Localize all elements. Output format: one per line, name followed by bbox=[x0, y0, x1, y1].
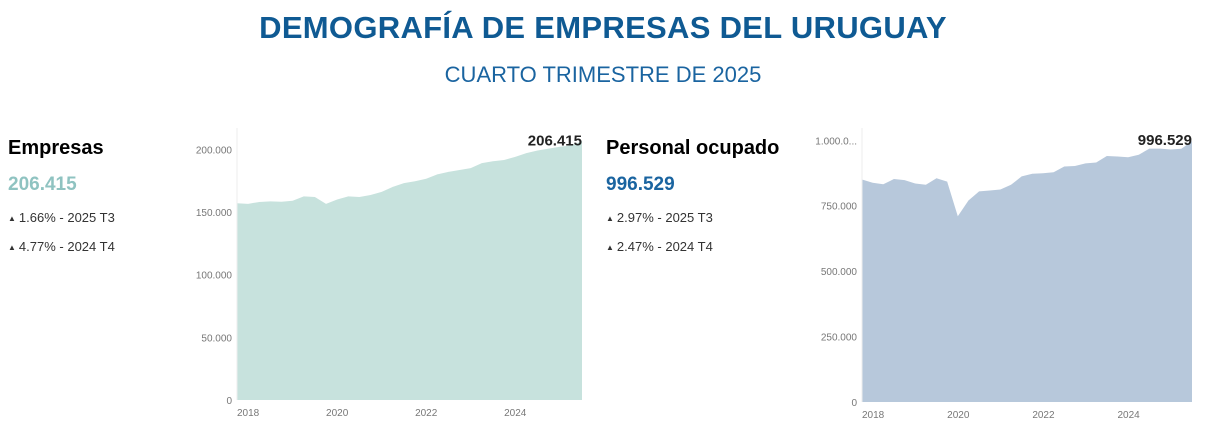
up-triangle-icon: ▲ bbox=[606, 214, 614, 223]
x-tick-label: 2020 bbox=[326, 408, 349, 419]
y-tick-label: 750.000 bbox=[821, 202, 858, 213]
y-tick-label: 0 bbox=[851, 398, 857, 409]
kpi-change-text: 4.77% - 2024 T4 bbox=[18, 239, 115, 254]
y-tick-label: 150.000 bbox=[196, 208, 233, 219]
page-subtitle: CUARTO TRIMESTRE DE 2025 bbox=[444, 62, 762, 87]
x-tick-label: 2018 bbox=[237, 408, 260, 419]
end-value-label: 996.529 bbox=[1138, 132, 1192, 149]
kpi-change-quarter: ▲ 1.66% - 2025 T3 bbox=[8, 210, 115, 225]
y-tick-label: 100.000 bbox=[196, 271, 233, 282]
kpi-value: 996.529 bbox=[606, 174, 675, 195]
kpi-change-year: ▲ 4.77% - 2024 T4 bbox=[8, 239, 115, 254]
end-value-label: 206.415 bbox=[528, 132, 582, 149]
x-tick-label: 2024 bbox=[1117, 410, 1140, 421]
area-series bbox=[237, 141, 582, 401]
y-tick-label: 50.000 bbox=[201, 333, 232, 344]
x-tick-label: 2018 bbox=[862, 410, 885, 421]
y-tick-label: 500.000 bbox=[821, 267, 858, 278]
x-tick-label: 2022 bbox=[1032, 410, 1055, 421]
kpi-change-text: 2.47% - 2024 T4 bbox=[616, 239, 713, 254]
x-tick-label: 2020 bbox=[947, 410, 970, 421]
area-series bbox=[862, 141, 1192, 403]
y-tick-label: 250.000 bbox=[821, 333, 858, 344]
up-triangle-icon: ▲ bbox=[606, 243, 614, 252]
kpi-label: Empresas bbox=[8, 137, 104, 159]
y-tick-label: 0 bbox=[226, 396, 232, 407]
up-triangle-icon: ▲ bbox=[8, 214, 16, 223]
x-tick-label: 2022 bbox=[415, 408, 438, 419]
area-chart-1: 0 250.000 500.000 750.000 1.000.0... 2018 2020… bbox=[815, 128, 1193, 421]
up-triangle-icon: ▲ bbox=[8, 243, 16, 252]
kpi-value: 206.415 bbox=[8, 174, 77, 195]
area-chart-0: 0 50.000 100.000 150.000 200.000 2018 2020 2022… bbox=[196, 128, 583, 419]
kpi-personal-ocupado: Personal ocupado 996.529 ▲ 2.97% - 2025 T… bbox=[606, 137, 779, 254]
page-title: DEMOGRAFÍA DE EMPRESAS DEL URUGUAY bbox=[259, 10, 947, 45]
kpi-empresas: Empresas 206.415 ▲ 1.66% - 2025 T3 ▲ 4.77%… bbox=[8, 137, 115, 254]
kpi-change-quarter: ▲ 2.97% - 2025 T3 bbox=[606, 210, 779, 225]
kpi-change-text: 1.66% - 2025 T3 bbox=[18, 210, 115, 225]
kpi-change-text: 2.97% - 2025 T3 bbox=[616, 210, 713, 225]
y-tick-label: 1.000.0... bbox=[815, 136, 857, 147]
kpi-change-year: ▲ 2.47% - 2024 T4 bbox=[606, 239, 779, 254]
y-tick-label: 200.000 bbox=[196, 145, 233, 156]
x-tick-label: 2024 bbox=[504, 408, 527, 419]
kpi-label: Personal ocupado bbox=[606, 137, 780, 159]
